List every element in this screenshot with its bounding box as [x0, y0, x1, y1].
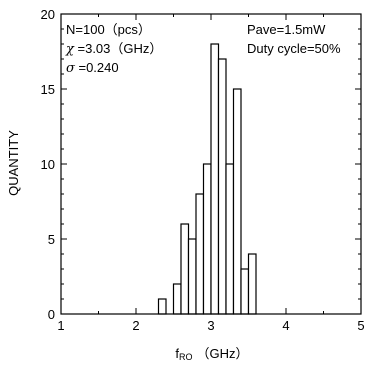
x-axis-label-main: f [175, 346, 179, 361]
histogram-bar [217, 58, 227, 315]
x-axis-label-sub: RO [179, 352, 193, 362]
histogram-bar [210, 43, 220, 315]
histogram-bar [202, 163, 212, 315]
tick-labels: 1 2 3 4 5 0 5 10 15 20 [41, 7, 365, 333]
x-axis-label: fRO （GHz） [175, 346, 248, 362]
x-tick-label: 4 [282, 318, 289, 333]
histogram-bar [240, 268, 250, 315]
y-tick-label: 15 [41, 82, 55, 97]
sigma-value: =0.240 [75, 60, 119, 75]
y-axis-label: QUANTITY [6, 130, 21, 196]
annotation-chi: χ =3.03（GHz） [65, 41, 162, 57]
y-tick-label: 10 [41, 157, 55, 172]
histogram-bar [187, 238, 197, 315]
histogram-bars [157, 43, 257, 315]
x-axis-label-unit: （GHz） [197, 346, 249, 361]
histogram-bar [195, 193, 205, 315]
x-tick-label: 2 [132, 318, 139, 333]
histogram-bar [180, 223, 190, 315]
x-tick-label: 3 [207, 318, 214, 333]
annotation-n: N=100（pcs） [66, 22, 151, 37]
y-tick-label: 20 [41, 7, 55, 22]
axis-ticks [60, 13, 362, 315]
annotation-pave: Pave=1.5mW [247, 22, 326, 37]
y-tick-label: 5 [48, 232, 55, 247]
histogram-bar [172, 283, 182, 315]
histogram-bar [157, 298, 167, 315]
annotation-duty: Duty cycle=50% [247, 41, 341, 56]
histogram-bar [247, 253, 257, 315]
chi-symbol: χ [65, 42, 75, 57]
x-tick-label: 5 [357, 318, 364, 333]
annotation-sigma: σ =0.240 [66, 60, 119, 76]
histogram-bar [232, 88, 242, 315]
sigma-symbol: σ [66, 61, 76, 76]
x-tick-label: 1 [57, 318, 64, 333]
histogram-bar [225, 163, 235, 315]
y-tick-label: 0 [48, 307, 55, 322]
chi-value: =3.03（GHz） [74, 41, 163, 56]
